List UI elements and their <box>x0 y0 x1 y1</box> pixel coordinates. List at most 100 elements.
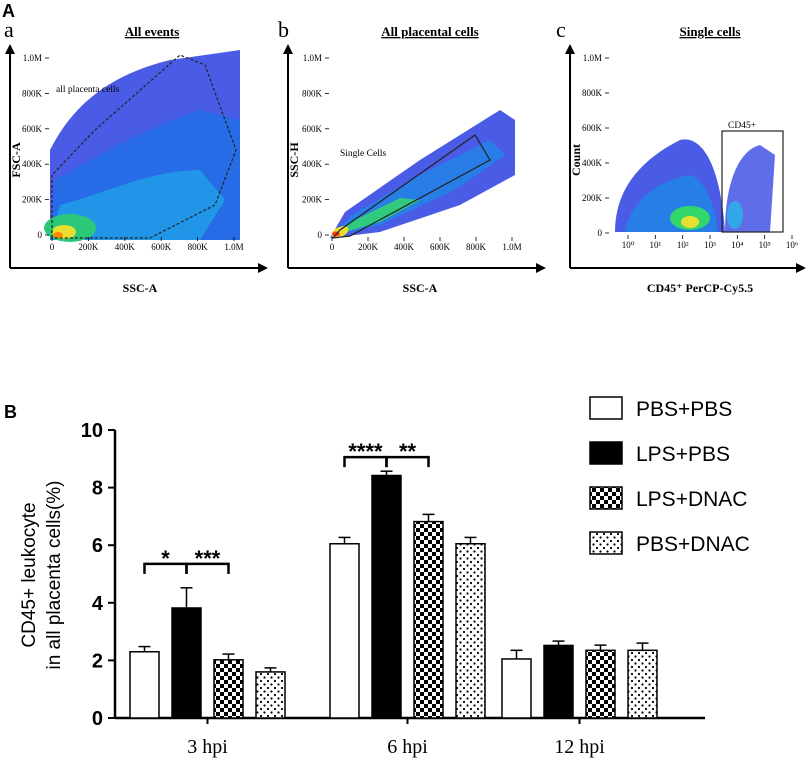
x-tick-label: 1.0M <box>502 242 521 252</box>
panel-label-c: c <box>556 17 566 42</box>
flow-plot-b: All placental cells Single Cells SSC-H S… <box>283 24 546 295</box>
plot-c-gate-label: CD45+ <box>728 121 756 131</box>
x-tick-label: 600K <box>430 242 451 252</box>
panel-label-B: B <box>4 402 17 422</box>
legend-swatch <box>589 396 623 420</box>
plot-c-ylabel: Count <box>569 144 583 176</box>
panel-label-a: a <box>4 17 14 42</box>
y-tick-label: 400K <box>302 159 323 169</box>
bar <box>329 543 360 719</box>
y-tick-label: 1.0M <box>303 53 322 63</box>
plot-c-y-arrow <box>565 44 575 54</box>
x-tick-label: 200K <box>358 242 379 252</box>
plot-a-x-arrow <box>258 263 268 273</box>
plot-c-xlabel: CD45⁺ PerCP-Cy5.5 <box>647 281 753 295</box>
bar <box>255 671 286 719</box>
y-tick-label: 800K <box>582 88 603 98</box>
x-tick-label: 10² <box>677 240 689 250</box>
plot-c-title: Single cells <box>679 24 740 39</box>
legend-label: PBS+DNAC <box>636 533 750 556</box>
plot-a-title: All events <box>125 24 180 39</box>
flow-plot-a: All events all placenta cells FSC-A SSC-… <box>5 24 268 295</box>
y-tick-label: 1.0M <box>23 53 42 63</box>
plot-a-density <box>44 50 240 242</box>
bar-y-tick-label: 0 <box>92 708 103 730</box>
significance-label: ** <box>399 439 417 464</box>
x-tick-label: 10⁴ <box>731 240 743 250</box>
plot-b-density <box>330 110 515 238</box>
x-tick-label: 10⁵ <box>759 240 771 250</box>
flow-plot-c: Single cells CD45+ Count CD45⁺ PerCP-Cy5… <box>565 24 806 295</box>
y-tick-label: 400K <box>582 158 603 168</box>
bar-y-tick-label: 2 <box>92 650 103 672</box>
plot-b-gate-label: Single Cells <box>340 149 386 159</box>
bar-chart: CD45+ leukocyte in all placenta cells(%)… <box>19 396 750 758</box>
y-tick-label: 600K <box>582 123 603 133</box>
bar-x-tick-label: 6 hpi <box>387 736 428 758</box>
y-tick-label: 600K <box>22 124 43 134</box>
y-tick-label: 200K <box>582 193 603 203</box>
plot-c-density <box>615 139 775 232</box>
plot-c-x-arrow <box>796 263 806 273</box>
x-tick-label: 800K <box>188 242 209 252</box>
bar <box>455 543 486 719</box>
x-tick-label: 0 <box>50 242 55 252</box>
panel-label-b: b <box>278 17 289 42</box>
plot-b-title: All placental cells <box>381 24 479 39</box>
bar <box>213 659 244 719</box>
bar <box>129 651 160 719</box>
bar-y-tick-label: 6 <box>92 535 103 557</box>
y-tick-label: 1.0M <box>583 53 602 63</box>
y-tick-label: 0 <box>38 230 43 240</box>
bar <box>501 658 532 719</box>
bar-y-tick-label: 4 <box>92 593 104 615</box>
x-tick-label: 200K <box>78 242 99 252</box>
panel-label-A: A <box>2 1 15 21</box>
bar-ylabel-line1: CD45+ leukocyte <box>19 502 40 647</box>
bar-y-tick-label: 8 <box>92 478 103 500</box>
y-tick-label: 600K <box>302 124 323 134</box>
bar <box>171 607 202 719</box>
legend-swatch <box>589 486 623 510</box>
significance-bracket <box>185 562 230 574</box>
bar-ylabel-line2: in all placenta cells(%) <box>44 480 65 669</box>
bar <box>413 520 444 719</box>
x-tick-label: 600K <box>151 242 172 252</box>
plot-b-y-arrow <box>283 44 293 54</box>
significance-label: **** <box>348 439 383 464</box>
bar <box>371 474 402 719</box>
plot-c-gate <box>721 130 784 233</box>
legend: PBS+PBS LPS+PBS LPS+DNAC PBS+DNAC <box>589 396 750 556</box>
y-tick-label: 0 <box>318 230 323 240</box>
plot-b-ylabel: SSC-H <box>287 142 301 178</box>
x-tick-label: 800K <box>466 242 487 252</box>
x-tick-label: 0 <box>330 242 335 252</box>
plot-b-xlabel: SSC-A <box>403 281 438 295</box>
legend-label: LPS+PBS <box>636 443 730 466</box>
bar-x-tick-label: 12 hpi <box>554 736 605 758</box>
x-tick-label: 400K <box>115 242 136 252</box>
y-tick-label: 200K <box>22 195 43 205</box>
y-tick-label: 400K <box>22 159 43 169</box>
significance-label: *** <box>195 546 221 571</box>
bar-y-tick-label: 10 <box>81 420 103 442</box>
plot-a-ylabel: FSC-A <box>9 142 23 178</box>
y-tick-label: 200K <box>302 195 323 205</box>
x-tick-label: 400K <box>394 242 415 252</box>
plot-a-gate-label: all placenta cells <box>56 85 120 95</box>
plot-b-x-arrow <box>536 263 546 273</box>
significance-label: * <box>161 546 170 571</box>
y-tick-label: 800K <box>22 88 43 98</box>
x-tick-label: 1.0M <box>224 242 243 252</box>
y-tick-label: 0 <box>598 228 603 238</box>
bar <box>585 649 616 719</box>
plot-a-y-arrow <box>5 44 15 54</box>
plot-a-xlabel: SSC-A <box>123 281 158 295</box>
bar <box>543 644 574 719</box>
legend-swatch <box>589 531 623 555</box>
plot-a-gate <box>51 54 237 239</box>
x-tick-label: 10¹ <box>649 240 661 250</box>
x-tick-label: 10⁰ <box>622 240 635 250</box>
